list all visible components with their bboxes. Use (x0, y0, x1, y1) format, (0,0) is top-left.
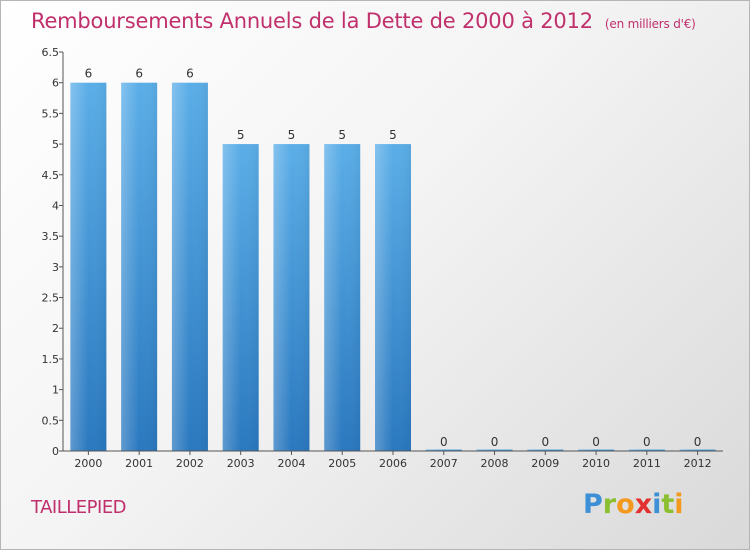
bar-value-label: 5 (288, 128, 296, 142)
y-tick-label: 1 (52, 384, 59, 397)
bar-shine (425, 449, 462, 451)
x-tick-label: 2004 (277, 457, 305, 470)
bar-value-label: 5 (338, 128, 346, 142)
x-tick-label: 2011 (633, 457, 661, 470)
bar-value-label: 6 (186, 67, 194, 81)
bar-value-label: 0 (592, 435, 600, 449)
x-tick-label: 2010 (582, 457, 610, 470)
y-tick-label: 3.5 (42, 230, 60, 243)
y-tick-label: 2 (52, 322, 59, 335)
bar-value-label: 5 (389, 128, 397, 142)
proxiti-logo: Proxiti (583, 489, 684, 520)
bar-value-label: 6 (135, 67, 143, 81)
y-tick-label: 4 (52, 199, 59, 212)
bar-shine (273, 144, 310, 452)
y-axis: 0 0.5 1 1.5 2 2.5 3 3.5 4 4.5 5 5.5 6 6.5 (42, 46, 64, 458)
x-axis: 2000 2001 2002 2003 2004 2005 2006 2007 2008 2009… (63, 450, 723, 470)
bar-shine (171, 82, 208, 451)
x-tick-label: 2002 (176, 457, 204, 470)
commune-name: TAILLEPIED (31, 497, 127, 518)
x-tick-label: 2001 (125, 457, 153, 470)
bar-value-label: 0 (541, 435, 549, 449)
y-tick-label: 5 (52, 138, 59, 151)
bar-shine (578, 449, 615, 451)
bar-shine (121, 82, 158, 451)
bar-value-label: 6 (85, 67, 93, 81)
y-tick-label: 6 (52, 77, 59, 90)
y-tick-label: 2.5 (42, 292, 60, 305)
bar-shine (679, 449, 716, 451)
y-tick-label: 4.5 (42, 169, 60, 182)
y-tick-label: 0 (52, 445, 59, 458)
bar-value-label: 0 (694, 435, 702, 449)
x-tick-label: 2009 (531, 457, 559, 470)
bar-shine (222, 144, 259, 452)
bar-value-label: 0 (643, 435, 651, 449)
x-tick-label: 2005 (328, 457, 356, 470)
y-tick-label: 1.5 (42, 353, 60, 366)
bars-group (70, 82, 716, 452)
bar-shine (324, 144, 361, 452)
x-tick-label: 2003 (227, 457, 255, 470)
bar-value-label: 0 (440, 435, 448, 449)
y-tick-label: 5.5 (42, 107, 60, 120)
y-tick-label: 3 (52, 261, 59, 274)
bar-value-label: 0 (491, 435, 499, 449)
bar-shine (375, 144, 411, 452)
x-tick-label: 2007 (430, 457, 458, 470)
title-text: Remboursements Annuels de la Dette de 20… (31, 9, 593, 33)
unit-note: (en milliers d'€) (604, 17, 696, 31)
bar-shine (476, 449, 513, 451)
x-tick-label: 2000 (74, 457, 102, 470)
chart-title: Remboursements Annuels de la Dette de 20… (31, 9, 696, 33)
x-tick-label: 2012 (684, 457, 712, 470)
bar-labels-group: 6 6 6 5 5 5 5 0 0 0 0 0 0 (85, 67, 702, 449)
x-tick-label: 2008 (481, 457, 509, 470)
bar-shine (527, 449, 564, 451)
bar-shine (628, 449, 665, 451)
bar-value-label: 5 (237, 128, 245, 142)
y-tick-label: 0.5 (42, 414, 60, 427)
bar-shine (70, 82, 107, 451)
y-tick-label: 6.5 (42, 46, 60, 59)
x-tick-label: 2006 (379, 457, 407, 470)
